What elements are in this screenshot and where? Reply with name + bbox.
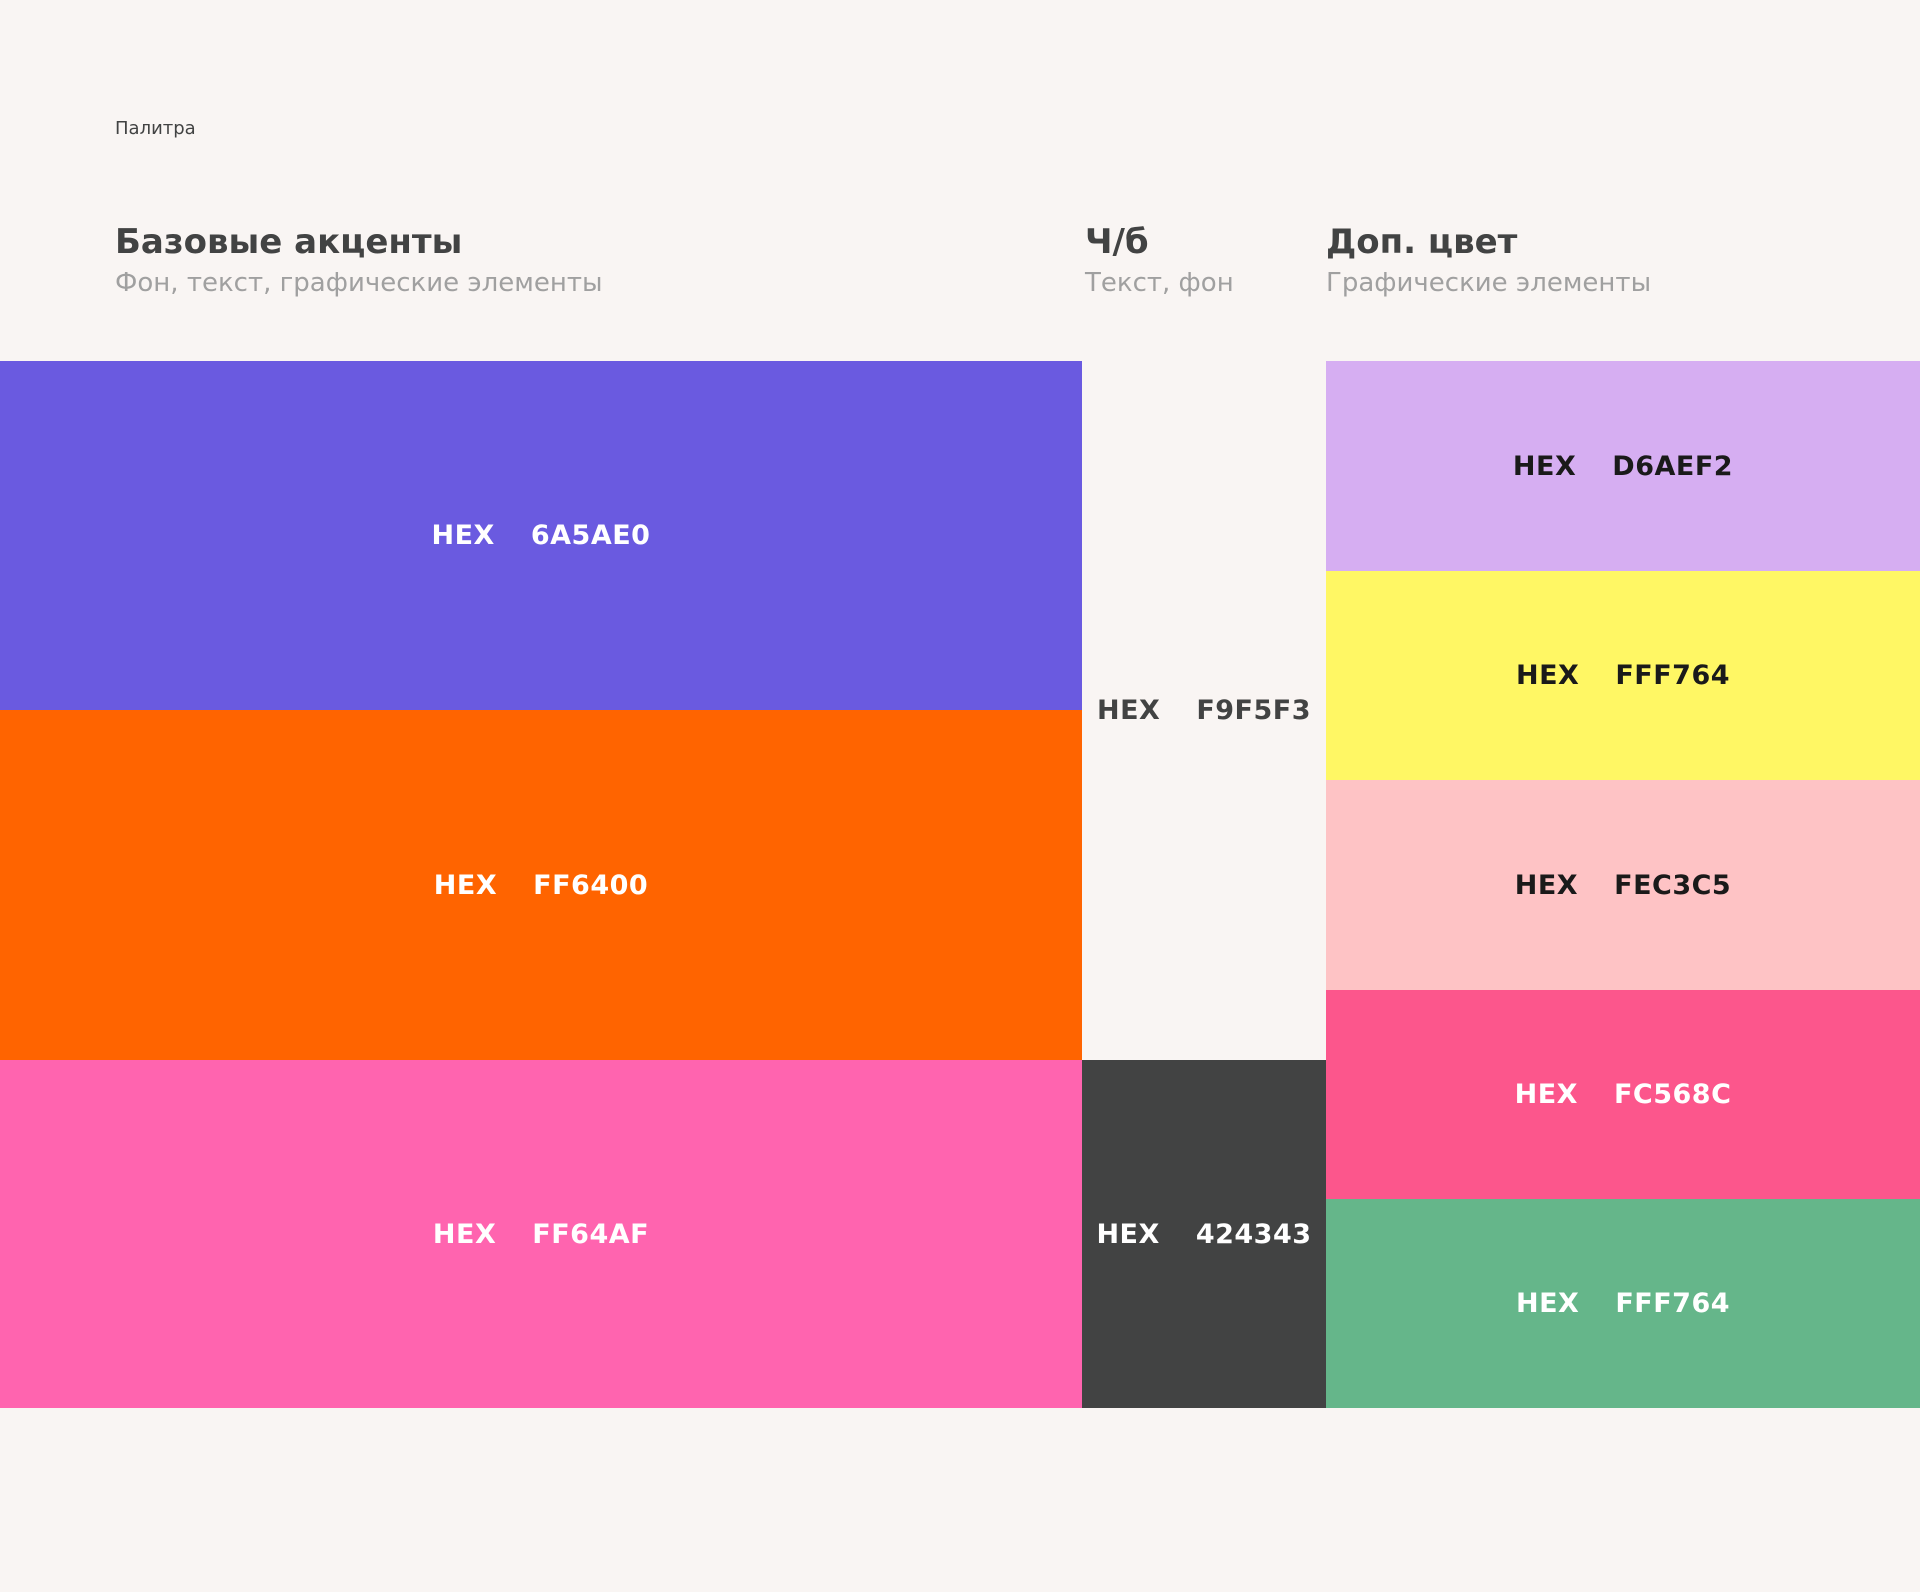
swatch-label: HEX FF64AF: [432, 1218, 650, 1250]
section-extra-title: Доп. цвет: [1326, 222, 1518, 262]
swatch-extra-4: HEX FC568C: [1326, 990, 1920, 1199]
swatch-label: HEX 424343: [1096, 1218, 1312, 1250]
section-extra-header: Доп. цвет Графические элементы: [1326, 222, 1651, 298]
swatch-bw-1: HEX F9F5F3: [1082, 361, 1326, 1060]
section-base-header: Базовые акценты Фон, текст, графические …: [115, 222, 603, 298]
swatch-label: HEX FEC3C5: [1514, 869, 1732, 901]
page-label: Палитра: [115, 118, 196, 139]
section-base-title: Базовые акценты: [115, 222, 463, 262]
section-extra-subtitle: Графические элементы: [1326, 268, 1652, 298]
swatch-label: HEX FFF764: [1515, 1288, 1731, 1319]
swatch-label: HEX FC568C: [1514, 1079, 1732, 1110]
swatch-extra-1: HEX D6AEF2: [1326, 361, 1920, 571]
section-bw-subtitle: Текст, фон: [1085, 268, 1234, 298]
swatch-label: HEX 6A5AE0: [431, 520, 651, 551]
swatch-extra-2: HEX FFF764: [1326, 571, 1920, 780]
section-bw-title: Ч/б: [1085, 222, 1149, 262]
swatch-extra-5: HEX FFF764: [1326, 1199, 1920, 1408]
swatch-base-2: HEX FF6400: [0, 710, 1082, 1060]
swatch-extra-3: HEX FEC3C5: [1326, 780, 1920, 990]
section-bw-header: Ч/б Текст, фон: [1085, 222, 1234, 298]
swatch-label: HEX F9F5F3: [1096, 695, 1312, 726]
swatch-label: HEX D6AEF2: [1512, 450, 1734, 482]
swatch-label: HEX FFF764: [1515, 660, 1731, 691]
swatch-label: HEX FF6400: [433, 869, 649, 901]
swatch-base-3: HEX FF64AF: [0, 1060, 1082, 1408]
swatch-bw-2: HEX 424343: [1082, 1060, 1326, 1408]
swatch-base-1: HEX 6A5AE0: [0, 361, 1082, 710]
section-base-subtitle: Фон, текст, графические элементы: [115, 268, 603, 298]
